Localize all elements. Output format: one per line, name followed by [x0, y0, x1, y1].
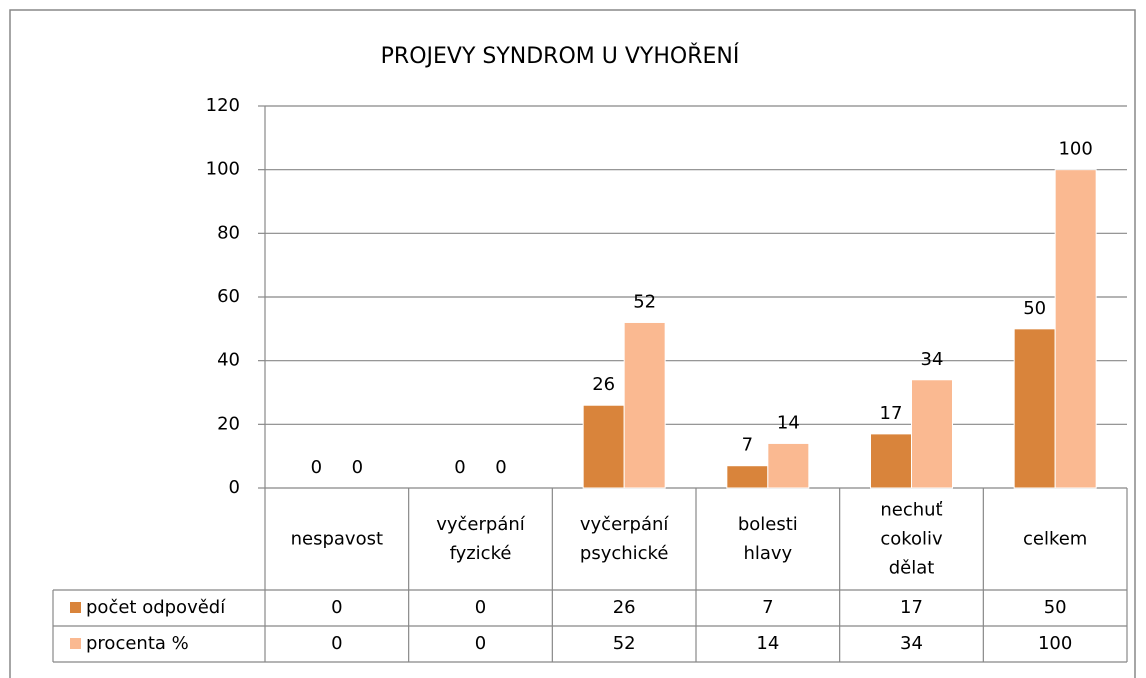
- data-label: 34: [921, 349, 944, 370]
- bar: [726, 465, 769, 489]
- y-tick-label: 60: [217, 286, 240, 307]
- x-tick-label: bolesti hlavy: [737, 514, 798, 564]
- legend-swatch: [70, 602, 81, 613]
- y-tick-label: 20: [217, 413, 240, 434]
- table-cell: 0: [331, 597, 342, 618]
- x-tick-label: vyčerpání fyzické: [436, 514, 525, 564]
- chart-title: PROJEVY SYNDROM U VYHOŘENÍ: [381, 43, 740, 69]
- table-cell: 17: [900, 597, 923, 618]
- legend-swatch: [70, 638, 81, 649]
- table-cell: 34: [900, 633, 923, 654]
- bar: [582, 404, 625, 489]
- data-label: 0: [352, 457, 363, 478]
- bar: [767, 442, 810, 489]
- data-label: 14: [777, 412, 800, 433]
- data-label: 0: [311, 457, 322, 478]
- data-label: 0: [454, 457, 465, 478]
- data-label: 7: [742, 435, 753, 456]
- legend-label: počet odpovědí: [86, 597, 226, 618]
- bar: [623, 321, 666, 489]
- table-cell: 7: [762, 597, 773, 618]
- x-tick-label: nespavost: [290, 528, 384, 550]
- chart-frame: [9, 9, 1136, 678]
- table-cell: 0: [331, 633, 342, 654]
- y-tick-label: 120: [206, 95, 240, 116]
- y-tick-label: 0: [229, 477, 240, 498]
- legend-label: procenta %: [86, 633, 189, 654]
- table-cell: 14: [756, 633, 779, 654]
- y-tick-label: 40: [217, 350, 240, 371]
- table-cell: 26: [613, 597, 636, 618]
- y-tick-label: 100: [206, 159, 240, 180]
- table-cell: 0: [475, 597, 486, 618]
- table-cell: 50: [1044, 597, 1067, 618]
- data-label: 17: [880, 403, 903, 424]
- bar: [870, 433, 912, 489]
- bar: [1054, 169, 1097, 489]
- data-label: 26: [592, 374, 615, 395]
- y-tick-label: 80: [217, 222, 240, 243]
- table-cell: 0: [475, 633, 486, 654]
- data-label: 50: [1023, 298, 1046, 319]
- data-label: 52: [633, 291, 656, 312]
- data-label: 100: [1058, 139, 1092, 160]
- data-label: 0: [495, 457, 506, 478]
- table-cell: 100: [1038, 633, 1072, 654]
- x-tick-label: nechuť cokoliv dělat: [880, 499, 943, 579]
- x-tick-label: vyčerpání psychické: [579, 514, 669, 564]
- x-tick-label: celkem: [1022, 528, 1088, 550]
- bar: [911, 379, 953, 489]
- bar: [1013, 328, 1056, 489]
- table-cell: 52: [613, 633, 636, 654]
